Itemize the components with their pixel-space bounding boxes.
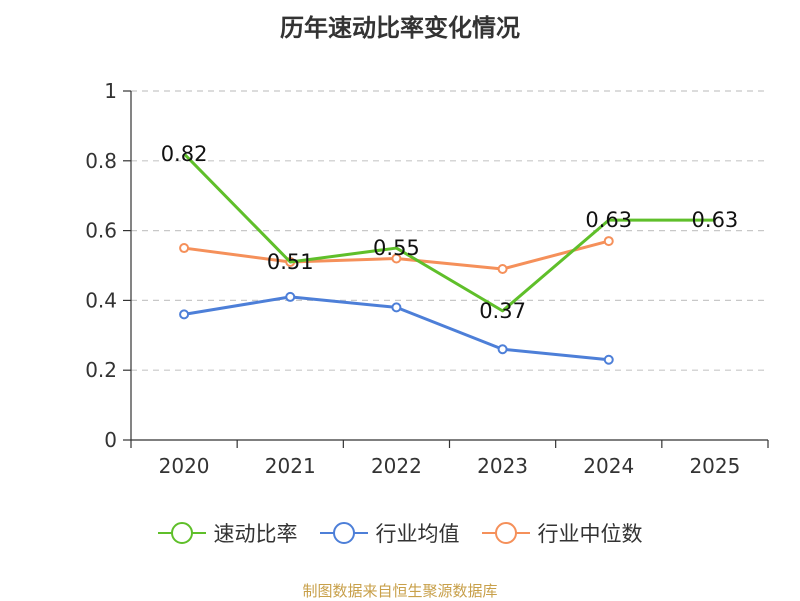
legend-label-industry-mean: 行业均值	[375, 522, 460, 546]
data-point	[603, 354, 614, 365]
x-tick-label: 2023	[477, 454, 528, 478]
y-tick-label: 0	[104, 428, 117, 452]
legend-label-industry-median: 行业中位数	[537, 522, 643, 546]
x-tick-label: 2025	[689, 454, 740, 478]
data-point	[285, 291, 296, 302]
x-tick-label: 2024	[583, 454, 634, 478]
y-tick-label: 0.8	[85, 149, 117, 173]
source-note: 制图数据来自恒生聚源数据库	[302, 582, 498, 600]
legend-marker-industry-median	[481, 521, 530, 545]
legend-label-quick-ratio: 速动比率	[213, 522, 298, 546]
x-tick-label: 2021	[265, 454, 316, 478]
legend-marker-industry-mean	[319, 521, 368, 545]
x-tick-label: 2022	[371, 454, 422, 478]
data-point	[391, 253, 402, 264]
data-label: 0.51	[267, 250, 314, 274]
data-label: 0.37	[479, 299, 526, 323]
data-point	[179, 309, 190, 320]
legend-item-quick-ratio[interactable]: 速动比率	[157, 518, 298, 548]
legend: 速动比率 行业均值 行业中位数	[0, 518, 800, 548]
data-point	[603, 236, 614, 247]
y-tick-label: 0.6	[85, 219, 117, 243]
data-point	[497, 263, 508, 274]
data-label: 0.63	[692, 208, 739, 232]
legend-item-industry-median[interactable]: 行业中位数	[481, 518, 643, 548]
y-tick-label: 1	[104, 79, 117, 103]
legend-marker-quick-ratio	[157, 521, 206, 545]
data-label: 0.82	[161, 142, 208, 166]
y-tick-label: 0.4	[85, 288, 117, 312]
legend-item-industry-mean[interactable]: 行业均值	[319, 518, 460, 548]
data-point	[497, 344, 508, 355]
chart-title: 历年速动比率变化情况	[280, 14, 520, 42]
x-tick-label: 2020	[159, 454, 210, 478]
data-point	[179, 243, 190, 254]
data-point	[391, 302, 402, 313]
series-line-0	[183, 152, 715, 313]
y-tick-label: 0.2	[85, 358, 117, 382]
data-label: 0.55	[373, 236, 420, 260]
data-label: 0.63	[585, 208, 632, 232]
